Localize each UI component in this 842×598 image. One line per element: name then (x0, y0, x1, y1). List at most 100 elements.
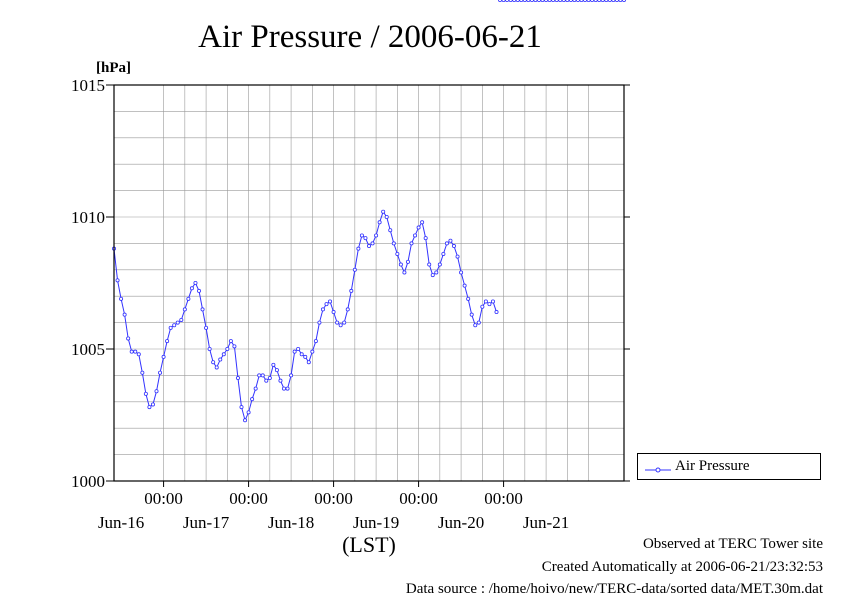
data-point (143, 391, 148, 396)
data-point (540, 0, 545, 2)
data-point (586, 0, 591, 2)
data-point (416, 225, 421, 230)
data-point (604, 0, 609, 2)
data-point (225, 346, 230, 351)
data-point (398, 262, 403, 267)
x-tick-day-label: Jun-17 (183, 513, 230, 532)
data-point (568, 0, 573, 2)
data-point (221, 352, 226, 357)
data-point (533, 0, 538, 2)
data-point (267, 376, 272, 381)
data-point (547, 0, 552, 2)
data-point (140, 370, 145, 375)
data-point (260, 373, 265, 378)
data-point (299, 352, 304, 357)
data-point (437, 262, 442, 267)
x-axis-label: (LST) (342, 532, 396, 557)
data-point (579, 0, 584, 2)
data-point (129, 349, 134, 354)
data-point (590, 0, 595, 2)
data-point (246, 410, 251, 415)
data-point (618, 0, 623, 2)
data-point (274, 368, 279, 373)
data-point (607, 0, 612, 2)
data-point (409, 241, 414, 246)
data-point (211, 360, 216, 365)
data-point (600, 0, 605, 2)
data-point (214, 365, 219, 370)
data-point (133, 349, 138, 354)
data-point (466, 296, 471, 301)
data-point (154, 389, 159, 394)
data-point (405, 259, 410, 264)
y-tick-label: 1005 (71, 340, 105, 359)
data-point (476, 320, 481, 325)
data-point (328, 299, 333, 304)
data-point (296, 346, 301, 351)
data-point (448, 238, 453, 243)
data-point (158, 370, 163, 375)
data-point (186, 296, 191, 301)
x-tick-time-label: 00:00 (229, 489, 268, 508)
data-point (420, 220, 425, 225)
y-tick-label: 1000 (71, 472, 105, 491)
data-point (402, 270, 407, 275)
x-tick-day-label: Jun-19 (353, 513, 399, 532)
data-point (384, 214, 389, 219)
data-point (196, 288, 201, 293)
data-point (622, 0, 626, 2)
data-point (313, 339, 318, 344)
data-point (306, 360, 311, 365)
data-point (480, 304, 485, 309)
series-line (113, 210, 497, 422)
data-point (551, 0, 556, 2)
data-point (119, 296, 124, 301)
data-point (193, 280, 198, 285)
data-point (413, 233, 418, 238)
data-point (204, 325, 209, 330)
data-point (537, 0, 541, 2)
data-point (356, 246, 361, 251)
data-series (112, 0, 626, 423)
data-point (359, 233, 364, 238)
data-point (239, 405, 244, 410)
footer-created-note: Created Automatically at 2006-06-21/23:3… (541, 559, 823, 575)
data-point (292, 349, 297, 354)
data-point (150, 402, 155, 407)
data-point (459, 270, 464, 275)
data-point (522, 0, 527, 2)
data-point (310, 349, 315, 354)
y-axis-ticks: 1000 1005 1010 1015 (71, 76, 630, 491)
data-point (498, 0, 503, 2)
footer-source-note: Data source : /home/hoivo/new/TERC-data/… (405, 581, 823, 597)
data-point (271, 362, 276, 367)
data-point (593, 0, 598, 2)
data-point (278, 378, 283, 383)
y-tick-label: 1010 (71, 208, 105, 227)
data-point (512, 0, 517, 2)
data-point (434, 270, 439, 275)
data-point (501, 0, 506, 2)
data-point (253, 386, 258, 391)
data-point (561, 0, 566, 2)
x-tick-day-label: Jun-21 (523, 513, 569, 532)
data-point (335, 320, 340, 325)
data-point (611, 0, 616, 2)
data-point (395, 251, 400, 256)
data-point (345, 307, 350, 312)
data-point (232, 344, 237, 349)
data-point (342, 320, 347, 325)
data-point (235, 376, 240, 381)
data-point (331, 310, 336, 315)
data-point (487, 302, 492, 307)
data-point (281, 386, 286, 391)
data-point (455, 254, 460, 259)
data-point (544, 0, 549, 2)
data-point (572, 0, 577, 2)
data-point (583, 0, 588, 2)
data-point (257, 373, 262, 378)
data-point (165, 339, 170, 344)
chart-title: Air Pressure / 2006-06-21 (198, 19, 542, 55)
data-point (161, 354, 166, 359)
